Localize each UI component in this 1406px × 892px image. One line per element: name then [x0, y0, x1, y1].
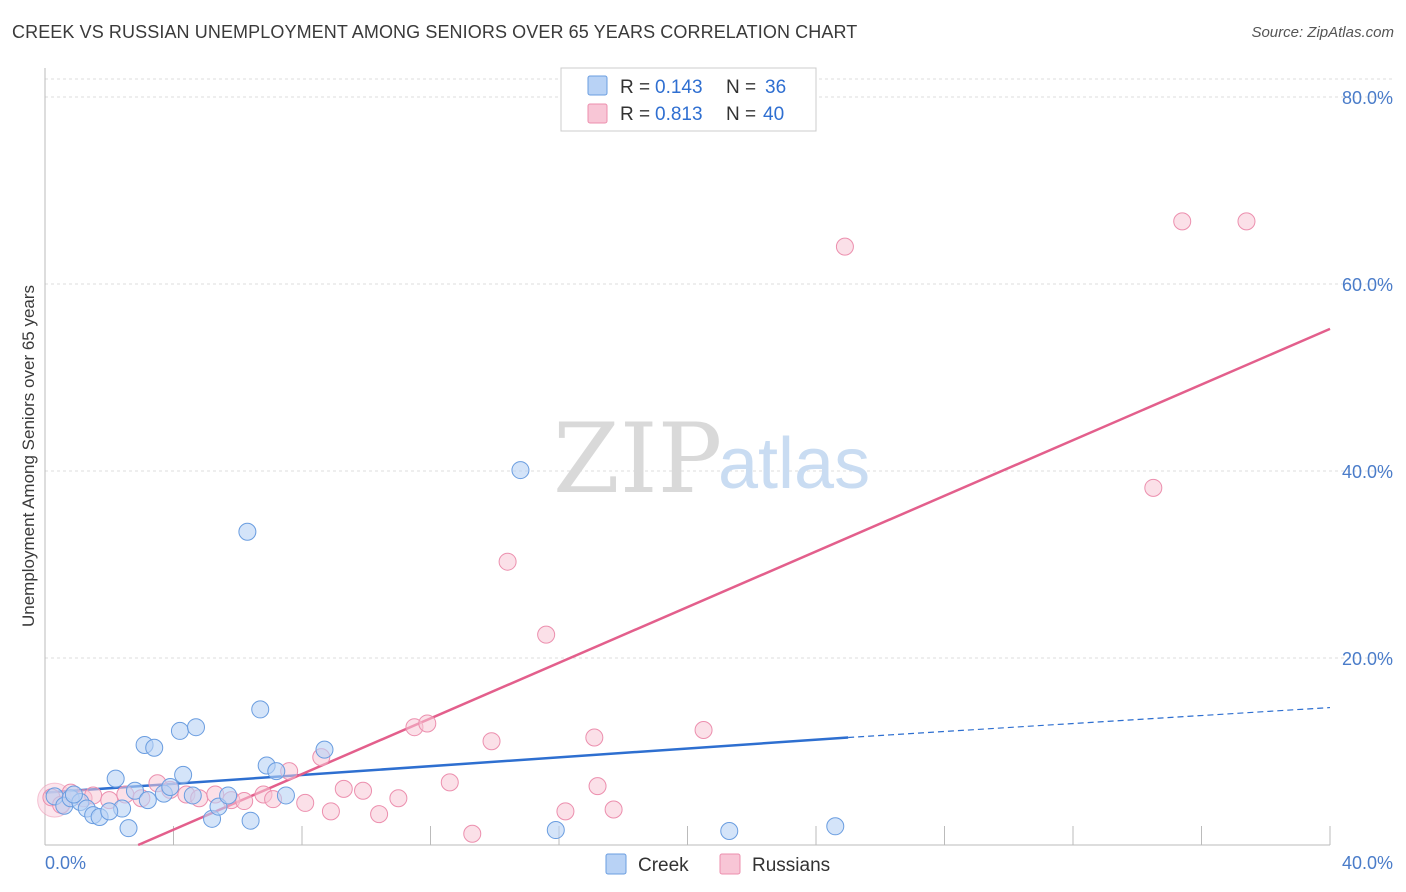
russians-point — [498, 552, 517, 571]
creek-trend-line — [44, 736, 849, 794]
russians-point — [370, 805, 389, 824]
russians-point — [604, 800, 623, 819]
y-tick-label: 20.0% — [1342, 649, 1393, 669]
russians-point — [556, 802, 575, 821]
watermark-atlas: atlas — [718, 424, 870, 504]
y-axis-label: Unemployment Among Seniors over 65 years — [19, 285, 38, 627]
creek-point — [720, 821, 739, 840]
chart-title: CREEK VS RUSSIAN UNEMPLOYMENT AMONG SENI… — [12, 22, 858, 42]
bottom-legend: Creek Russians — [605, 853, 830, 876]
russians-point — [389, 789, 408, 808]
russians-trend-line — [137, 327, 1331, 847]
russians-point — [1144, 478, 1163, 497]
legend-creek-swatch — [587, 75, 608, 96]
bottom-legend-creek-label: Creek — [638, 855, 689, 876]
legend-russians-n-label: N = — [726, 104, 756, 125]
creek-point — [219, 786, 238, 805]
russians-point — [321, 802, 340, 821]
legend-russians-r-value: 0.813 — [655, 104, 703, 125]
x-tick-label: 40.0% — [1342, 853, 1393, 873]
legend-creek-r-label: R = — [620, 77, 650, 98]
creek-point — [174, 765, 193, 784]
axes — [44, 68, 1331, 846]
russians-point — [440, 773, 459, 792]
creek-point — [241, 811, 260, 830]
legend-russians-swatch — [587, 103, 608, 124]
gridlines — [45, 78, 1392, 659]
tick-labels: 20.0% 40.0% 60.0% 80.0% 0.0% 40.0% — [45, 88, 1393, 873]
y-tick-label: 40.0% — [1342, 462, 1393, 482]
watermark-zip: ZIP — [553, 403, 722, 515]
creek-point — [170, 721, 189, 740]
creek-point — [511, 461, 530, 480]
legend-creek-n-label: N = — [726, 77, 756, 98]
creek-point — [251, 700, 270, 719]
russians-point — [1173, 212, 1192, 231]
creek-point — [161, 778, 180, 797]
russians-point — [588, 777, 607, 796]
creek-point — [238, 522, 257, 541]
creek-point — [183, 786, 202, 805]
y-tick-label: 80.0% — [1342, 88, 1393, 108]
trend-lines — [44, 327, 1331, 847]
russians-point — [418, 714, 437, 733]
legend: R = 0.143 N = 36 R = 0.813 N = 40 — [560, 67, 817, 132]
x-tick-label: 0.0% — [45, 853, 86, 873]
data-points — [37, 212, 1256, 843]
russians-point — [296, 793, 315, 812]
russians-point — [694, 720, 713, 739]
creek-point — [186, 718, 205, 737]
bottom-legend-creek-swatch — [605, 853, 627, 875]
russians-point — [354, 781, 373, 800]
creek-point — [125, 781, 144, 800]
russians-point — [1237, 212, 1256, 231]
russians-point — [235, 792, 254, 811]
bottom-legend-russians-label: Russians — [752, 855, 830, 876]
legend-russians-r-label: R = — [620, 104, 650, 125]
bottom-legend-russians-swatch — [719, 853, 741, 875]
creek-point — [546, 821, 565, 840]
creek-point — [119, 819, 138, 838]
russians-point — [482, 732, 501, 751]
creek-point — [64, 785, 83, 804]
legend-russians-n-value: 40 — [763, 104, 784, 125]
creek-point — [100, 802, 119, 821]
watermark: ZIP atlas — [553, 403, 870, 515]
y-tick-label: 60.0% — [1342, 275, 1393, 295]
creek-point — [267, 762, 286, 781]
creek-point — [145, 738, 164, 757]
creek-trend-extension — [848, 706, 1331, 739]
creek-point — [826, 817, 845, 836]
russians-point — [463, 824, 482, 843]
creek-point — [276, 786, 295, 805]
legend-creek-r-value: 0.143 — [655, 77, 703, 98]
creek-point — [106, 769, 125, 788]
russians-point — [835, 237, 854, 256]
russians-point — [334, 779, 353, 798]
creek-point — [315, 740, 334, 759]
creek-point — [138, 791, 157, 810]
russians-point — [585, 728, 604, 747]
russians-point — [537, 625, 556, 644]
legend-creek-n-value: 36 — [765, 77, 786, 98]
chart-source: Source: ZipAtlas.com — [1251, 24, 1394, 41]
